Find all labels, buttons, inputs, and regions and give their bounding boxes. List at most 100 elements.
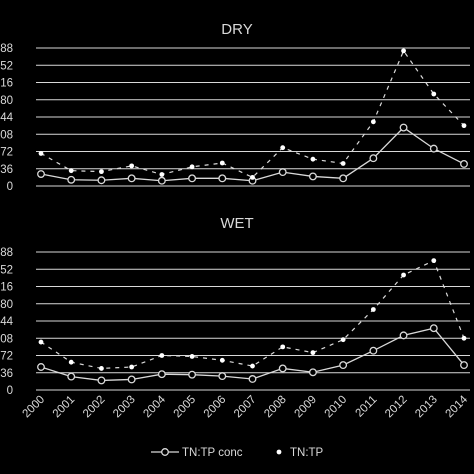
y-tick-label: 252 (0, 60, 13, 72)
ratio-point (280, 145, 286, 151)
ratio-point (461, 335, 467, 341)
conc-point (37, 170, 45, 178)
conc-point (248, 375, 257, 383)
ratio-point (370, 307, 376, 312)
conc-point (97, 176, 106, 185)
y-tick-label: 216 (0, 282, 13, 294)
ratio-point (219, 357, 225, 363)
conc-point (429, 324, 438, 333)
conc-point (278, 364, 287, 373)
y-tick-label: 72 (0, 351, 13, 363)
conc-point (218, 372, 227, 381)
conc-series-line (40, 126, 465, 182)
conc-point (339, 361, 348, 370)
ratio-point (189, 354, 195, 359)
x-axis: 2000 2001 2002 2003 2004 2005 2006 2007 2008 2009… (21, 393, 471, 420)
y-tick-label: 288 (0, 247, 13, 259)
ratio-point (129, 364, 135, 370)
ratio-point (310, 350, 316, 356)
conc-point (67, 175, 76, 184)
y-tick-label: 216 (0, 78, 13, 90)
x-tick-label: 2001 (51, 394, 78, 421)
x-tick-label: 2012 (383, 394, 410, 421)
ratio-point (68, 359, 74, 365)
y-tick-label: 252 (0, 264, 13, 276)
conc-point (97, 376, 106, 385)
ratio-point (189, 164, 195, 170)
ratio-point (99, 169, 104, 175)
ratio-point (38, 339, 44, 345)
y-tick-label: 288 (0, 43, 13, 55)
x-tick-label: 2014 (444, 393, 471, 420)
legend-conc-label: TN:TP conc (182, 447, 243, 459)
wet-panel: WET 0 36 72 108 144 180 216 252 288 (0, 215, 470, 397)
conc-point (308, 172, 317, 181)
conc-point (218, 174, 227, 183)
legend-ratio-label: TN:TP (290, 447, 324, 459)
conc-point (399, 331, 408, 340)
x-tick-label: 2009 (292, 394, 319, 421)
ratio-point (310, 156, 316, 162)
y-tick-label: 144 (0, 316, 14, 328)
x-tick-label: 2004 (141, 393, 168, 420)
conc-point (67, 372, 76, 381)
ratio-point (68, 168, 74, 174)
ratio-point (219, 160, 225, 166)
conc-point (339, 174, 348, 183)
ratio-point (431, 91, 437, 97)
y-tick-label: 180 (0, 299, 13, 311)
y-tick-label: 36 (0, 368, 13, 380)
ratio-point (431, 258, 437, 264)
x-tick-label: 2013 (413, 394, 440, 421)
dry-panel: DRY 0 36 72 108 144 180 216 252 288 (0, 21, 470, 193)
ratio-point (280, 344, 286, 350)
conc-point (127, 375, 136, 384)
panel-title: DRY (221, 21, 252, 38)
y-tick-label: 0 (7, 181, 13, 193)
x-tick-label: 2003 (111, 394, 138, 421)
conc-point (278, 168, 287, 177)
ratio-point (401, 272, 406, 278)
conc-point (369, 154, 378, 163)
conc-point (37, 363, 45, 371)
x-tick-label: 2006 (202, 394, 229, 421)
x-tick-label: 2000 (21, 394, 48, 421)
y-tick-label: 72 (0, 147, 13, 159)
conc-point (460, 160, 468, 168)
conc-point (157, 370, 166, 379)
legend-ratio-marker (276, 449, 282, 455)
ratio-point (401, 48, 406, 54)
ratio-point (250, 363, 255, 369)
x-tick-label: 2011 (354, 394, 380, 420)
x-tick-label: 2008 (262, 394, 289, 421)
ratio-point (340, 337, 346, 343)
conc-point (308, 368, 317, 377)
conc-point (399, 123, 408, 132)
x-tick-label: 2010 (323, 394, 350, 421)
y-tick-label: 0 (7, 385, 13, 397)
ratio-point (370, 119, 376, 125)
x-tick-label: 2007 (232, 394, 259, 421)
conc-point (460, 361, 468, 370)
panel-title: WET (220, 215, 253, 232)
ratio-point (38, 151, 44, 156)
ratio-point (129, 163, 135, 169)
y-tick-label: 144 (0, 112, 14, 124)
conc-point (127, 174, 136, 183)
conc-point (188, 174, 197, 183)
ratio-point (340, 161, 346, 166)
y-tick-label: 108 (0, 333, 13, 345)
y-tick-label: 36 (0, 164, 13, 176)
ratio-connector (40, 49, 465, 179)
conc-point (369, 346, 378, 355)
ratio-point (99, 366, 104, 371)
y-tick-label: 180 (0, 95, 13, 107)
ratio-point (159, 172, 165, 177)
ratio-point (461, 123, 467, 129)
conc-point (188, 370, 197, 379)
legend-conc-marker (161, 448, 169, 456)
ratio-point (159, 353, 165, 358)
x-tick-label: 2005 (172, 394, 199, 421)
conc-point (429, 144, 438, 153)
